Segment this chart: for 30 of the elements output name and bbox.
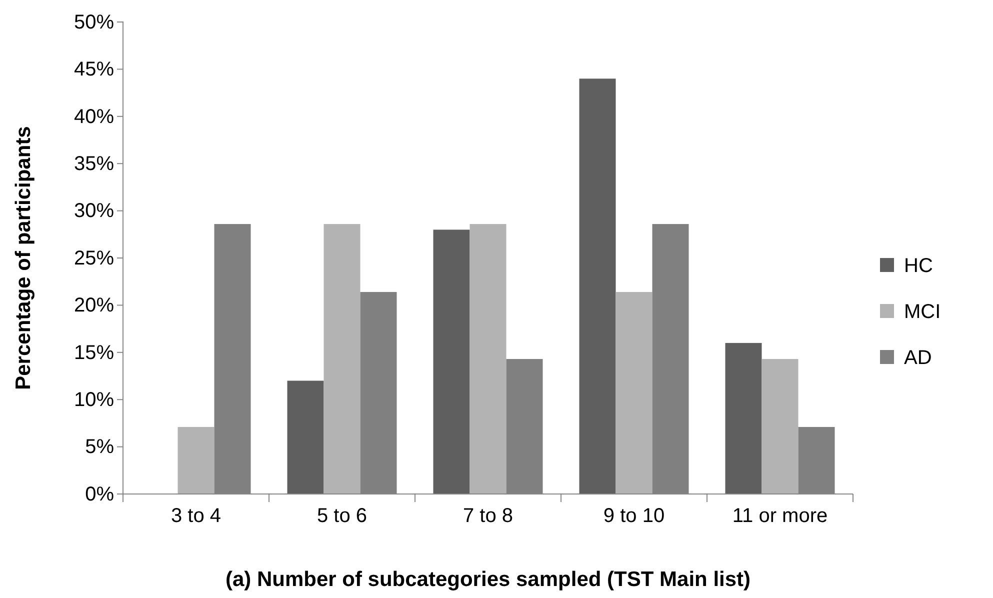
bar: [470, 224, 506, 494]
bar: [324, 224, 360, 494]
bar: [287, 380, 324, 494]
y-tick-label: 30%: [74, 200, 114, 222]
bar: [433, 230, 470, 494]
y-tick-label: 20%: [74, 294, 114, 317]
bar: [579, 78, 616, 494]
y-tick-label: 25%: [74, 247, 114, 270]
x-tick-label: 7 to 8: [462, 505, 514, 528]
x-tick-label: 11 or more: [732, 505, 828, 528]
y-tick-label: 50%: [74, 11, 114, 34]
legend-label: MCI: [904, 301, 941, 323]
bar: [616, 292, 652, 494]
y-tick-label: 35%: [74, 153, 114, 175]
x-tick-label: 9 to 10: [603, 505, 665, 528]
y-axis-title: Percentage of participants: [12, 126, 35, 390]
legend-label: AD: [904, 347, 932, 369]
y-tick-label: 10%: [74, 389, 114, 411]
x-axis-title: (a) Number of subcategories sampled (TST Main list): [225, 568, 751, 591]
bar: [725, 342, 762, 494]
y-tick-label: 40%: [74, 106, 114, 128]
x-tick-label: 5 to 6: [316, 505, 368, 528]
bar: [178, 426, 214, 494]
y-tick-label: 5%: [85, 436, 114, 458]
y-tick-label: 45%: [74, 58, 114, 81]
legend-label: HC: [904, 255, 933, 277]
x-tick-label: 3 to 4: [170, 505, 222, 528]
bar: [762, 359, 798, 494]
y-tick-label: 0%: [85, 483, 114, 506]
y-tick-label: 15%: [74, 342, 114, 364]
